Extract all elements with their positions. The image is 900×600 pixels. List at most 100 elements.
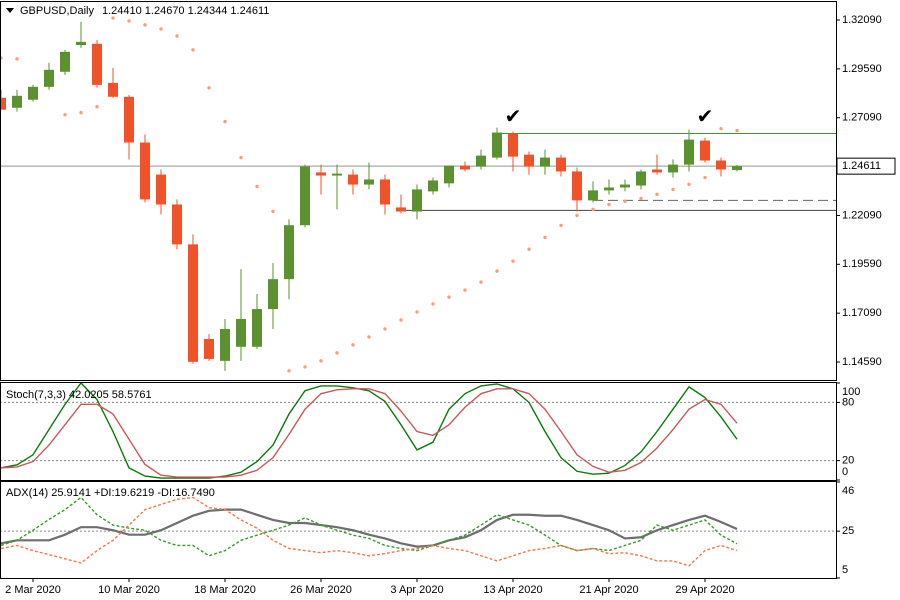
candle-body <box>76 41 86 45</box>
price-box-label: 1.24611 <box>842 160 881 172</box>
sar-dot <box>511 259 515 263</box>
sar-dot <box>63 113 67 117</box>
candle-body <box>316 172 326 176</box>
y-tick-label: 1.32090 <box>842 14 882 26</box>
candle-body <box>108 82 118 97</box>
sar-dot <box>431 302 435 306</box>
sar-dot <box>543 235 547 240</box>
candle-body <box>540 157 550 167</box>
sar-dot <box>527 247 531 251</box>
candle-body <box>140 142 150 200</box>
candle-body <box>44 69 54 87</box>
indicator-line <box>1 388 738 478</box>
sar-dot <box>79 110 83 115</box>
sar-dot <box>239 155 243 160</box>
sar-dot <box>287 369 291 373</box>
candle-body <box>332 173 342 176</box>
adx-panel-frame <box>0 481 837 579</box>
sar-dot <box>671 187 675 192</box>
candle-body <box>444 165 454 184</box>
candle-body <box>60 51 70 72</box>
y-tick-label: 80 <box>842 396 854 408</box>
sar-dot <box>607 202 611 207</box>
sar-dot <box>703 175 707 180</box>
sar-dot <box>207 86 211 90</box>
candle-body <box>1 97 6 110</box>
sar-dot <box>191 48 195 52</box>
main-panel-frame <box>0 1 837 381</box>
x-tick-label: 29 Apr 2020 <box>675 584 734 596</box>
candle-body <box>300 166 310 226</box>
y-tick-label: 100 <box>842 386 860 398</box>
main-plot <box>1 16 836 373</box>
sar-dot <box>575 213 579 218</box>
y-tick-label: 25 <box>842 525 854 537</box>
sar-dot <box>159 27 163 31</box>
y-tick-label: 1.27090 <box>842 112 882 124</box>
candle-body <box>700 140 710 161</box>
y-tick-label: 1.19590 <box>842 258 882 270</box>
sar-dot <box>351 343 355 347</box>
x-tick-label: 21 Apr 2020 <box>579 584 638 596</box>
sar-dot <box>271 209 275 214</box>
sar-dot <box>1 56 3 60</box>
candle-body <box>220 328 230 361</box>
sar-dot <box>111 16 115 20</box>
checkmark: ✔ <box>697 104 714 128</box>
y-tick-label: 5 <box>842 564 848 576</box>
candle-body <box>172 204 182 245</box>
indicator-line <box>1 383 738 479</box>
candle-body <box>396 207 406 212</box>
sar-dot <box>175 34 179 38</box>
candle-body <box>620 184 630 188</box>
y-tick-label: 1.17090 <box>842 307 882 319</box>
axes: 1.32090 1.29590 1.27090 1.22090 1.19590 1.170… <box>5 14 896 596</box>
sar-dot <box>367 335 371 339</box>
sar-dot <box>335 351 339 355</box>
sar-dot <box>319 359 323 363</box>
sar-dot <box>127 19 131 23</box>
checkmark: ✔ <box>505 104 522 128</box>
stoch-panel-frame <box>0 382 837 481</box>
candle-body <box>348 174 358 185</box>
candle-body <box>604 187 614 191</box>
candle-body <box>380 179 390 205</box>
indicator-line <box>1 496 738 567</box>
sar-dot <box>655 192 659 197</box>
sar-dot <box>495 269 499 273</box>
symbol-title: GBPUSD,Daily <box>20 5 94 17</box>
sar-dot <box>687 182 691 187</box>
sar-dot <box>143 23 147 27</box>
sar-dot <box>639 196 643 201</box>
candle-body <box>732 166 742 171</box>
candle-body <box>284 225 294 280</box>
indicator-line <box>1 496 738 557</box>
sar-dot <box>95 105 99 109</box>
candle-body <box>364 179 374 185</box>
candle-body <box>524 154 534 167</box>
candle-body <box>204 338 214 359</box>
sar-dot <box>15 57 19 61</box>
sar-dot <box>735 128 739 133</box>
x-tick-label: 13 Apr 2020 <box>483 584 542 596</box>
candle-body <box>188 244 198 362</box>
y-tick-label: 1.14590 <box>842 356 882 368</box>
price-box <box>836 157 896 175</box>
stoch-plot <box>1 383 836 479</box>
candle-body <box>412 189 422 212</box>
candle-body <box>428 180 438 192</box>
sar-dot <box>719 126 723 131</box>
y-tick-label: 46 <box>842 485 854 497</box>
stoch-title: Stoch(7,3,3) 42.0205 58.5761 <box>6 389 152 401</box>
y-tick-label: 1.22090 <box>842 209 882 221</box>
candle-body <box>28 86 38 100</box>
y-tick-label: 0 <box>842 466 848 478</box>
candle-body <box>460 165 470 170</box>
sar-dot <box>447 295 451 299</box>
sar-dot <box>399 318 403 322</box>
sar-dot <box>623 199 627 204</box>
indicator-line <box>1 508 738 548</box>
